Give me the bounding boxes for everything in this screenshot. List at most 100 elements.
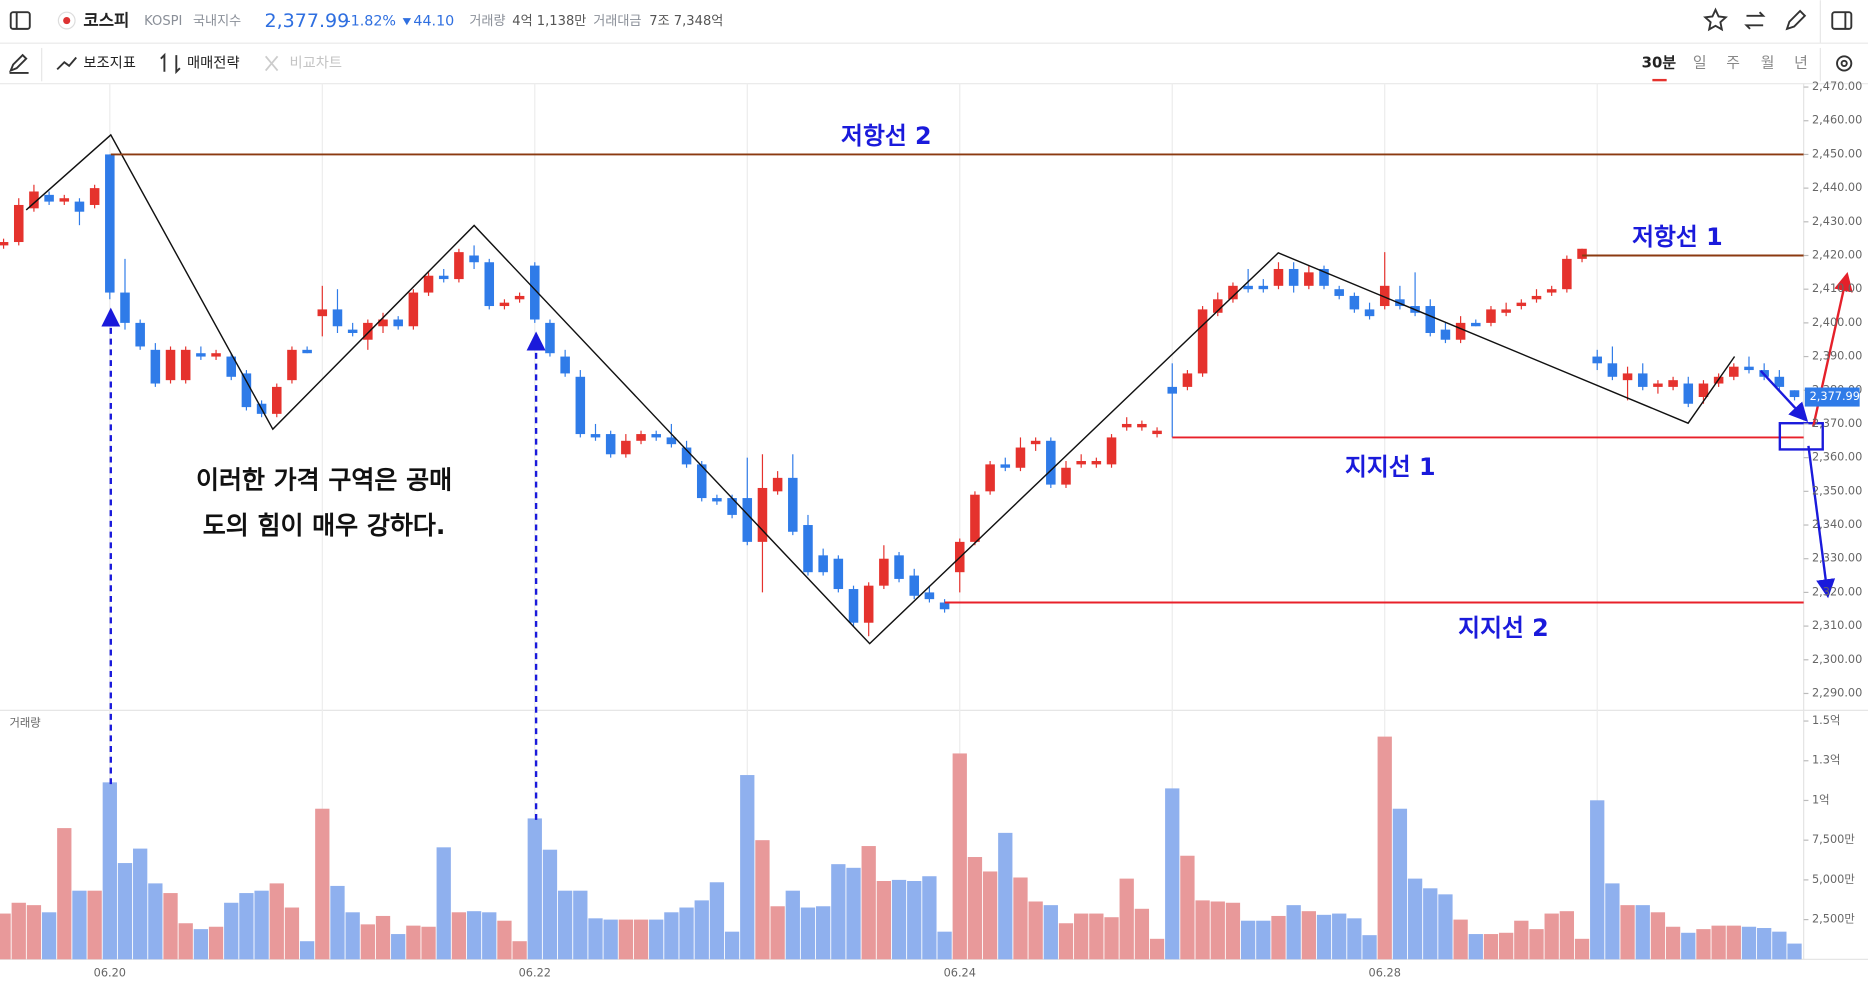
candle-body [1653, 383, 1663, 387]
period-button[interactable]: 일 [1693, 53, 1707, 71]
volume-bar [740, 775, 755, 960]
down-arrow-icon [402, 18, 412, 26]
candle-body [651, 434, 661, 438]
volume-bar [557, 890, 573, 960]
volume-bar [1635, 905, 1650, 960]
candle-body [1592, 356, 1602, 364]
volume-bar [1620, 905, 1635, 960]
volume-bar [208, 926, 224, 960]
candle-body [1577, 248, 1587, 259]
volume-bar [375, 915, 391, 960]
volume-bar [922, 876, 937, 960]
volume-bar [1574, 938, 1590, 960]
volume-label: 거래량 [469, 13, 505, 29]
note-text: 도의 힘이 매우 강하다. [203, 511, 446, 540]
candle-body [1030, 440, 1041, 445]
volume-bar [330, 885, 345, 960]
y-tick-label: 2,400.00 [1812, 316, 1862, 329]
volume-bar [497, 920, 512, 960]
candle-body [1319, 268, 1329, 286]
candle-body [1076, 461, 1086, 465]
candle-body [1061, 467, 1071, 485]
candle-body [438, 275, 449, 280]
swap-button[interactable] [1744, 11, 1766, 30]
volume-bar [1726, 925, 1741, 960]
volume-bar [1210, 901, 1225, 960]
candle-body [1729, 366, 1739, 377]
last-price-tag [1804, 387, 1860, 407]
candle-body [1015, 447, 1026, 468]
candle-body [1379, 285, 1390, 307]
candle-body [1744, 366, 1754, 371]
volume-bar [831, 864, 846, 960]
volume-bar [345, 912, 360, 960]
change: 44.10 [413, 14, 454, 30]
y-tick-label: 5,000만 [1812, 873, 1855, 886]
candle-body [1167, 386, 1178, 394]
indicators-button[interactable]: 보조지표 [83, 54, 136, 71]
candle-body [1668, 380, 1678, 387]
x-tick-label: 06.20 [94, 967, 126, 980]
volume-bar [982, 871, 998, 960]
volume-bar [1165, 788, 1180, 960]
volume-bar [1149, 938, 1165, 960]
period-button[interactable]: 월 [1761, 53, 1775, 71]
candle-body [1683, 383, 1694, 404]
y-tick-label: 2,460.00 [1812, 114, 1862, 127]
volume-bar [1043, 905, 1058, 960]
volume-bar [907, 880, 922, 960]
volume-bar [785, 890, 800, 960]
volume-bar [846, 867, 861, 960]
volume-bar [1650, 912, 1666, 960]
volume-bar [664, 912, 679, 960]
volume-bar [1681, 932, 1696, 960]
volume-bar [0, 913, 11, 960]
settings-button[interactable] [1836, 55, 1853, 72]
volume-bar [588, 918, 603, 960]
candle-body [545, 322, 555, 354]
volume-bar [1058, 923, 1074, 960]
change-pct: -1.82% [345, 14, 396, 30]
candle-body [985, 464, 995, 492]
volume-bar [1741, 926, 1757, 960]
volume-bar [649, 919, 664, 960]
candle-body [757, 487, 768, 542]
favorite-button[interactable] [1703, 7, 1728, 32]
y-tick-label: 2,320.00 [1812, 585, 1862, 598]
compare-button[interactable]: 비교차트 [289, 54, 342, 71]
trend-zigzag [25, 133, 1736, 645]
candle-body [575, 376, 586, 435]
period-button[interactable]: 주 [1726, 53, 1740, 71]
candle-body [1091, 461, 1102, 465]
sidebar-toggle[interactable] [9, 11, 31, 30]
volume-bar [1256, 920, 1271, 960]
volume-bar [527, 818, 542, 960]
edit-button[interactable] [1785, 9, 1807, 31]
panel-toggle[interactable] [1831, 11, 1853, 30]
volume-bar [26, 905, 42, 960]
volume-bar [1711, 925, 1726, 960]
level-label: 저항선 1 [1632, 223, 1723, 251]
candle-body [1501, 309, 1511, 313]
x-tick-label: 06.28 [1369, 967, 1401, 980]
candle-body [469, 255, 479, 263]
candle-body [1562, 258, 1572, 290]
volume-bar [800, 907, 816, 960]
y-tick-label: 2,310.00 [1812, 619, 1862, 632]
draw-button[interactable] [9, 53, 29, 74]
candle-body [772, 477, 783, 492]
period-button[interactable]: 30분 [1642, 53, 1677, 71]
volume-bar [163, 893, 178, 960]
candle-body [332, 309, 343, 327]
strategy-button[interactable]: 매매전략 [187, 54, 240, 71]
volume-bar [224, 902, 239, 960]
volume-bar [391, 934, 406, 960]
volume-bar [1772, 931, 1787, 960]
indicator-icon [56, 56, 77, 71]
candle-body [165, 349, 176, 381]
period-button[interactable]: 년 [1794, 53, 1808, 71]
candle-body [105, 154, 115, 293]
candle-body [1471, 322, 1481, 327]
candle-body [196, 353, 206, 357]
candle-body [1182, 373, 1193, 387]
